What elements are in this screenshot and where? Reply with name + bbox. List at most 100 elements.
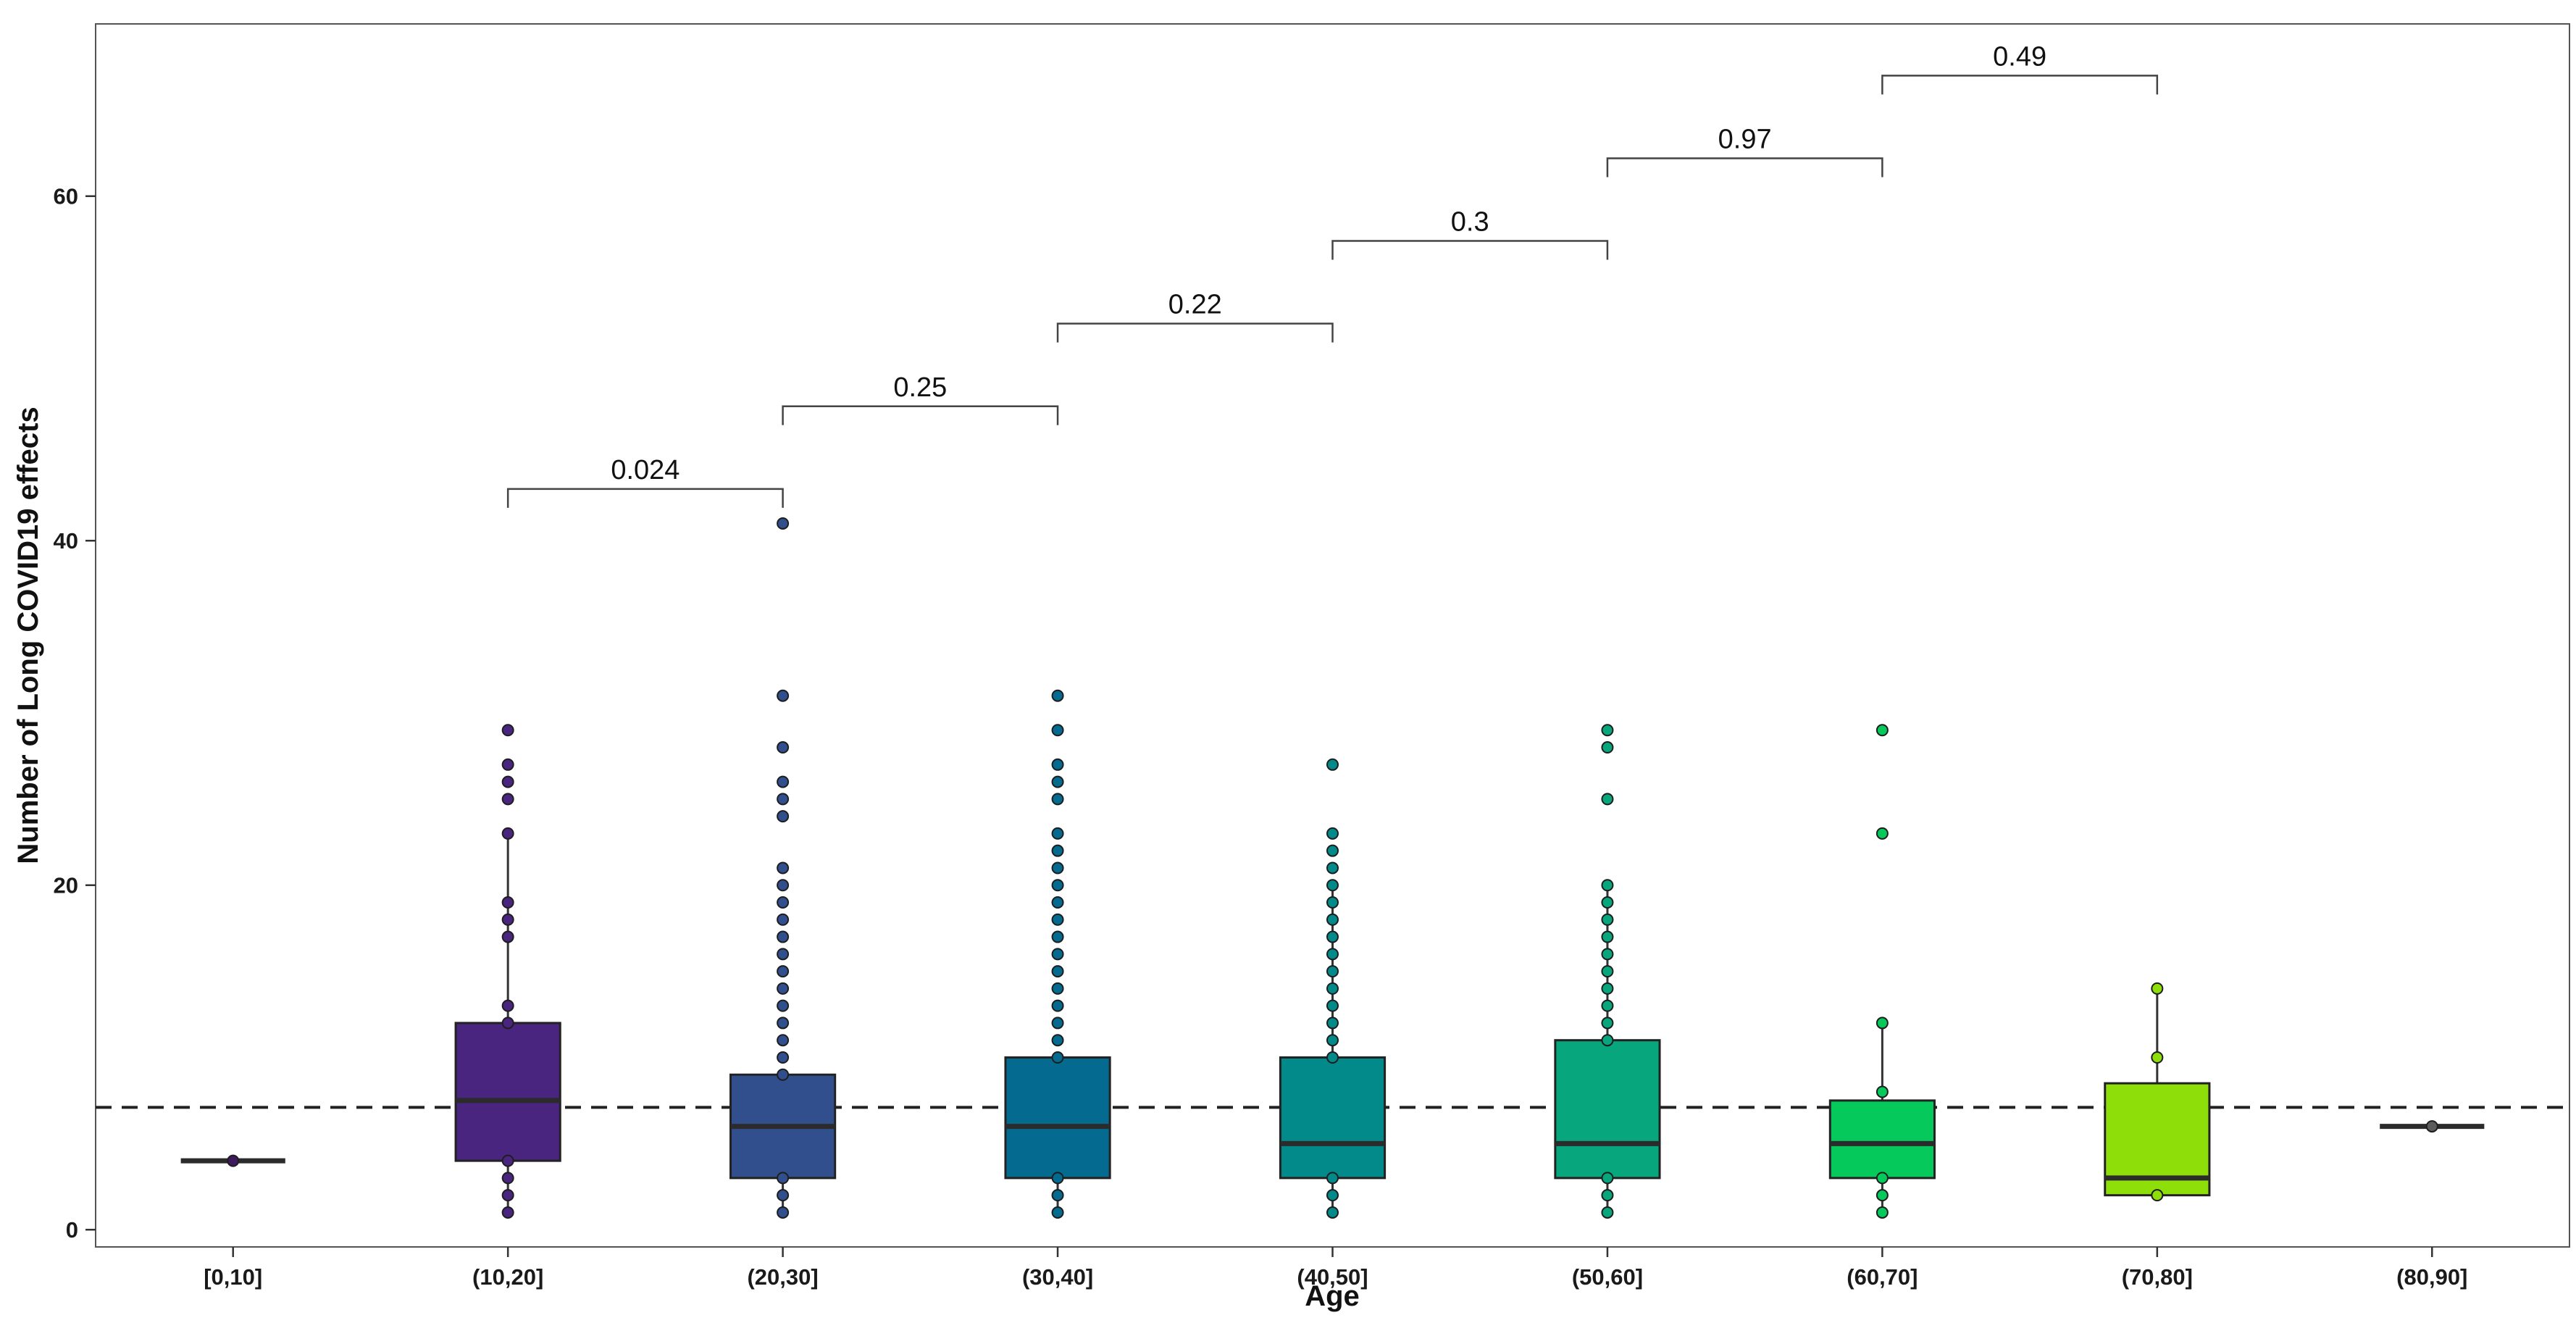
- data-point: [501, 1206, 514, 1219]
- data-point: [777, 930, 790, 943]
- box-10-20: [454, 1022, 561, 1162]
- data-point: [1051, 861, 1064, 875]
- points-layer: [227, 517, 2438, 1219]
- data-point: [1051, 1051, 1064, 1064]
- data-point: [1601, 1017, 1614, 1030]
- data-point: [501, 775, 514, 788]
- x-tick-label: (60,70]: [1847, 1264, 1918, 1290]
- data-point: [1051, 793, 1064, 806]
- p-value-label: 0.22: [1168, 290, 1222, 320]
- y-tick-label: 40: [54, 528, 78, 554]
- comparison-bracket: [1606, 157, 1883, 178]
- data-point: [1326, 896, 1339, 909]
- data-point: [1875, 1206, 1889, 1219]
- data-point: [777, 948, 790, 961]
- data-point: [501, 1189, 514, 1202]
- comparison-bracket: [1056, 322, 1334, 343]
- data-point: [1326, 1034, 1339, 1047]
- data-point: [777, 913, 790, 926]
- data-point: [777, 517, 790, 530]
- data-point: [1051, 1034, 1064, 1047]
- data-point: [777, 896, 790, 909]
- data-point: [1051, 1017, 1064, 1030]
- data-point: [1601, 793, 1614, 806]
- y-tick-label: 0: [66, 1217, 78, 1243]
- data-point: [777, 982, 790, 995]
- data-point: [1875, 1017, 1889, 1030]
- y-tick-label: 60: [54, 184, 78, 209]
- data-point: [777, 1051, 790, 1064]
- data-point: [501, 913, 514, 926]
- comparisons-layer: 0.024 0.25 0.22 0.3 0.97 0.49: [506, 41, 2159, 508]
- x-tick-label: (70,80]: [2122, 1264, 2193, 1290]
- comparison-bracket: [1881, 75, 2159, 95]
- data-point: [1601, 930, 1614, 943]
- data-point: [1326, 844, 1339, 857]
- data-point: [1051, 982, 1064, 995]
- data-point: [501, 827, 514, 840]
- data-point: [777, 775, 790, 788]
- x-tick-label: (20,30]: [747, 1264, 818, 1290]
- data-point: [1601, 879, 1614, 892]
- data-point: [1875, 1085, 1889, 1098]
- data-point: [1051, 1172, 1064, 1185]
- data-point: [1326, 965, 1339, 978]
- data-point: [1051, 999, 1064, 1012]
- x-tick-label: (80,90]: [2396, 1264, 2467, 1290]
- data-point: [501, 1154, 514, 1167]
- data-point: [777, 689, 790, 702]
- data-point: [1601, 965, 1614, 978]
- box-40-50: [1279, 1056, 1387, 1180]
- data-point: [777, 810, 790, 823]
- p-value-label: 0.25: [893, 372, 947, 403]
- data-point: [2151, 982, 2164, 995]
- data-point: [1875, 1172, 1889, 1185]
- data-point: [777, 965, 790, 978]
- data-point: [777, 1189, 790, 1202]
- x-tick-label: [0,10]: [204, 1264, 262, 1290]
- data-point: [2425, 1120, 2438, 1133]
- p-value-label: 0.49: [1993, 41, 2046, 72]
- data-point: [1601, 982, 1614, 995]
- data-point: [1326, 879, 1339, 892]
- comparison-bracket: [782, 405, 1059, 425]
- p-value-label: 0.3: [1451, 207, 1489, 238]
- data-point: [1326, 1206, 1339, 1219]
- data-point: [501, 1017, 514, 1030]
- x-axis: [0,10] (10,20] (20,30] (30,40] (40,50] (50,60…: [204, 1247, 2467, 1290]
- data-point: [1051, 1189, 1064, 1202]
- data-point: [1326, 827, 1339, 840]
- data-point: [1051, 689, 1064, 702]
- data-point: [501, 1172, 514, 1185]
- data-point: [1601, 741, 1614, 754]
- data-point: [1326, 1189, 1339, 1202]
- y-axis: 0 20 40 60: [54, 184, 96, 1243]
- x-tick-label: (30,40]: [1022, 1264, 1093, 1290]
- data-point: [777, 999, 790, 1012]
- data-point: [1051, 930, 1064, 943]
- data-point: [227, 1154, 240, 1167]
- data-point: [1601, 896, 1614, 909]
- data-point: [2151, 1051, 2164, 1064]
- data-point: [777, 1206, 790, 1219]
- data-point: [1601, 1172, 1614, 1185]
- data-point: [1326, 1051, 1339, 1064]
- box-60-70: [1828, 1099, 1936, 1180]
- data-point: [1601, 1189, 1614, 1202]
- data-point: [1875, 827, 1889, 840]
- data-point: [1601, 1206, 1614, 1219]
- data-point: [1875, 1189, 1889, 1202]
- data-point: [1051, 948, 1064, 961]
- data-point: [501, 793, 514, 806]
- p-value-label: 0.024: [611, 455, 679, 485]
- data-point: [1326, 982, 1339, 995]
- data-point: [1326, 1172, 1339, 1185]
- data-point: [1326, 861, 1339, 875]
- comparison-bracket: [506, 488, 784, 508]
- x-tick-label: (50,60]: [1572, 1264, 1643, 1290]
- data-point: [777, 879, 790, 892]
- p-value-label: 0.97: [1718, 124, 1772, 154]
- data-point: [1051, 896, 1064, 909]
- data-point: [1051, 844, 1064, 857]
- data-point: [1601, 1034, 1614, 1047]
